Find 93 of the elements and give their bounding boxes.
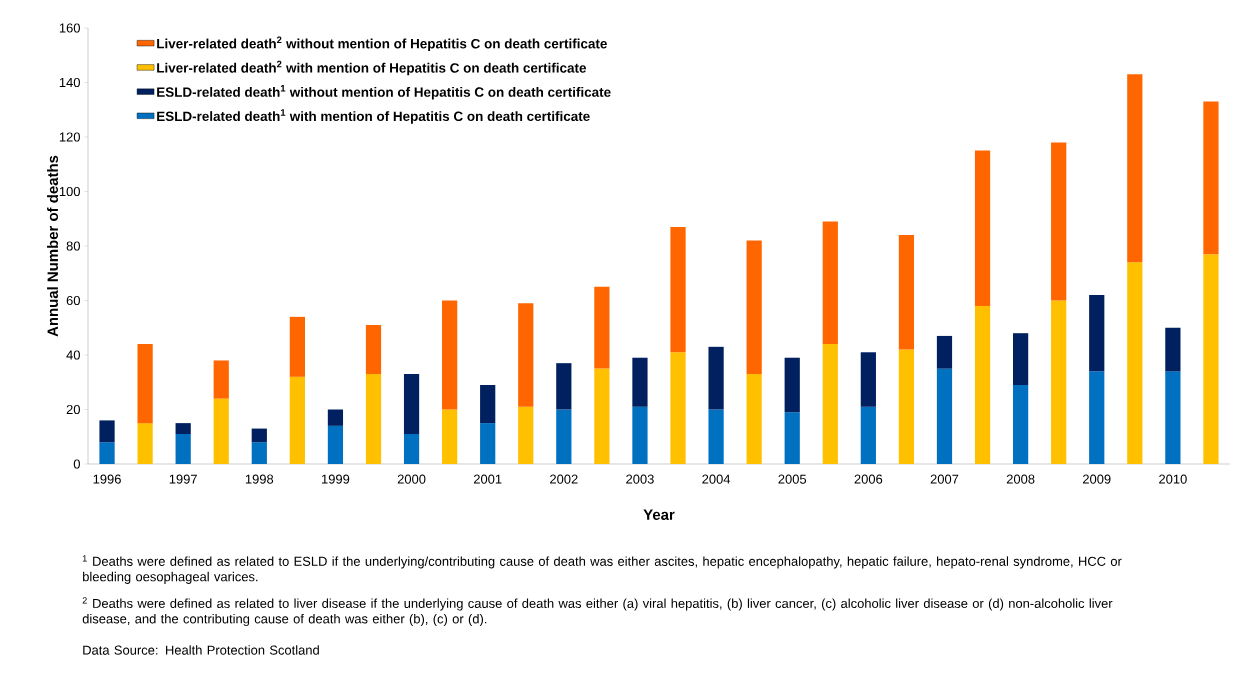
x-axis-title: Year — [643, 509, 675, 520]
x-tick-label: 2003 — [626, 474, 654, 484]
bar — [99, 442, 115, 464]
bar — [289, 316, 305, 377]
bar — [175, 423, 191, 435]
legend-label: Liver-related death$^{2}$ without mention of Hepatitis C on death certificate — [157, 36, 607, 52]
x-tick-label: 2008 — [1006, 474, 1035, 484]
bar — [480, 423, 496, 464]
bar — [746, 374, 762, 464]
bar — [784, 357, 800, 413]
bar — [442, 300, 458, 410]
bar — [1089, 295, 1105, 372]
x-tick-label: 2002 — [550, 474, 578, 484]
x-tick-label: 1996 — [93, 474, 121, 484]
bar — [1127, 262, 1143, 464]
bar — [251, 442, 267, 464]
bar — [594, 286, 610, 369]
bar — [860, 406, 876, 464]
bar — [708, 346, 724, 410]
bar — [175, 434, 191, 464]
bar — [670, 226, 686, 353]
x-tick-label: 2010 — [1159, 474, 1187, 484]
bar — [213, 360, 229, 399]
text: $^{2}$ Deaths were defined as related to liver disease if the underlying cause of death was either (a) viral hepatitis, (b) liver cancer, (c) alcoholic liver disease or (d) non-alcoholic liver disease, and the contributing cause of death was either (b), (c) or (d). — [82, 597, 1113, 626]
bar — [670, 352, 686, 464]
bar — [327, 425, 344, 464]
y-tick-label: 0 — [73, 459, 80, 469]
bar — [974, 305, 991, 464]
bar — [632, 357, 648, 407]
bar — [708, 409, 724, 464]
bar — [99, 420, 115, 443]
bar — [289, 376, 305, 464]
y-tick-label: 160 — [59, 23, 80, 33]
legend-label: Liver-related death$^{2}$ with mention of Hepatitis C on death certificate — [157, 60, 586, 76]
x-tick-label: 1997 — [169, 474, 197, 484]
bar — [860, 352, 876, 407]
bar — [327, 409, 344, 426]
bar — [365, 374, 382, 464]
bar — [518, 303, 534, 407]
bar — [1051, 142, 1067, 301]
bar — [1203, 101, 1219, 255]
bar — [898, 349, 915, 464]
y-tick-label: 80 — [66, 241, 80, 251]
x-tick-label: 2000 — [397, 474, 426, 484]
y-axis-title: Annual Number of deaths — [47, 155, 59, 337]
y-tick-label: 120 — [59, 132, 80, 142]
bar — [936, 335, 953, 369]
y-tick-label: 20 — [66, 404, 80, 415]
x-tick-label: 2009 — [1082, 474, 1111, 484]
bar — [137, 344, 153, 424]
bar — [1013, 333, 1029, 385]
x-tick-label: 2007 — [930, 474, 959, 484]
bar — [898, 235, 915, 350]
bar — [1165, 327, 1181, 372]
bar — [442, 409, 458, 464]
bar — [594, 368, 610, 464]
bar — [936, 368, 953, 464]
bar — [480, 384, 496, 424]
source-note: Data Source: Health Protection Scotland — [83, 645, 319, 655]
x-tick-label: 1998 — [245, 474, 274, 484]
text: $^{1}$ Deaths were defined as related to ESLD if the underlying/contributing cause of death was either ascites, hepatic encephalopathy, hepatic failure, hepato-renal syndrome, HCC or bleeding oesophageal varices. — [82, 555, 1122, 584]
bar — [1013, 384, 1029, 464]
bar — [1203, 254, 1219, 464]
bar — [746, 240, 762, 375]
x-tick-label: 2005 — [778, 474, 807, 484]
bar — [365, 325, 382, 375]
x-tick-label: 1999 — [322, 474, 350, 484]
bar — [137, 423, 153, 464]
bar — [1089, 371, 1105, 464]
bar — [556, 363, 572, 410]
bar — [1127, 74, 1143, 263]
legend-label: ESLD-related death$^{1}$ with mention of Hepatitis C on death certificate — [157, 109, 590, 124]
bar — [556, 409, 572, 464]
bar — [1165, 371, 1181, 464]
bar — [403, 374, 420, 435]
x-tick-label: 2006 — [854, 474, 883, 484]
bar — [784, 412, 800, 464]
bar — [822, 221, 838, 345]
x-tick-label: 2001 — [473, 474, 502, 484]
y-tick-label: 60 — [66, 295, 80, 306]
y-tick-label: 140 — [59, 77, 80, 88]
legend-label: ESLD-related death$^{1}$ without mention of Hepatitis C on death certificate — [157, 85, 611, 100]
bar — [1051, 300, 1067, 464]
y-tick-label: 100 — [59, 186, 80, 197]
y-tick-label: 40 — [66, 350, 80, 360]
bar — [251, 428, 267, 443]
bar — [213, 398, 229, 464]
bar — [518, 406, 534, 464]
x-tick-label: 2004 — [702, 474, 731, 484]
bar — [632, 406, 648, 464]
bar — [974, 150, 991, 306]
bar — [403, 434, 420, 464]
bar — [822, 344, 838, 464]
